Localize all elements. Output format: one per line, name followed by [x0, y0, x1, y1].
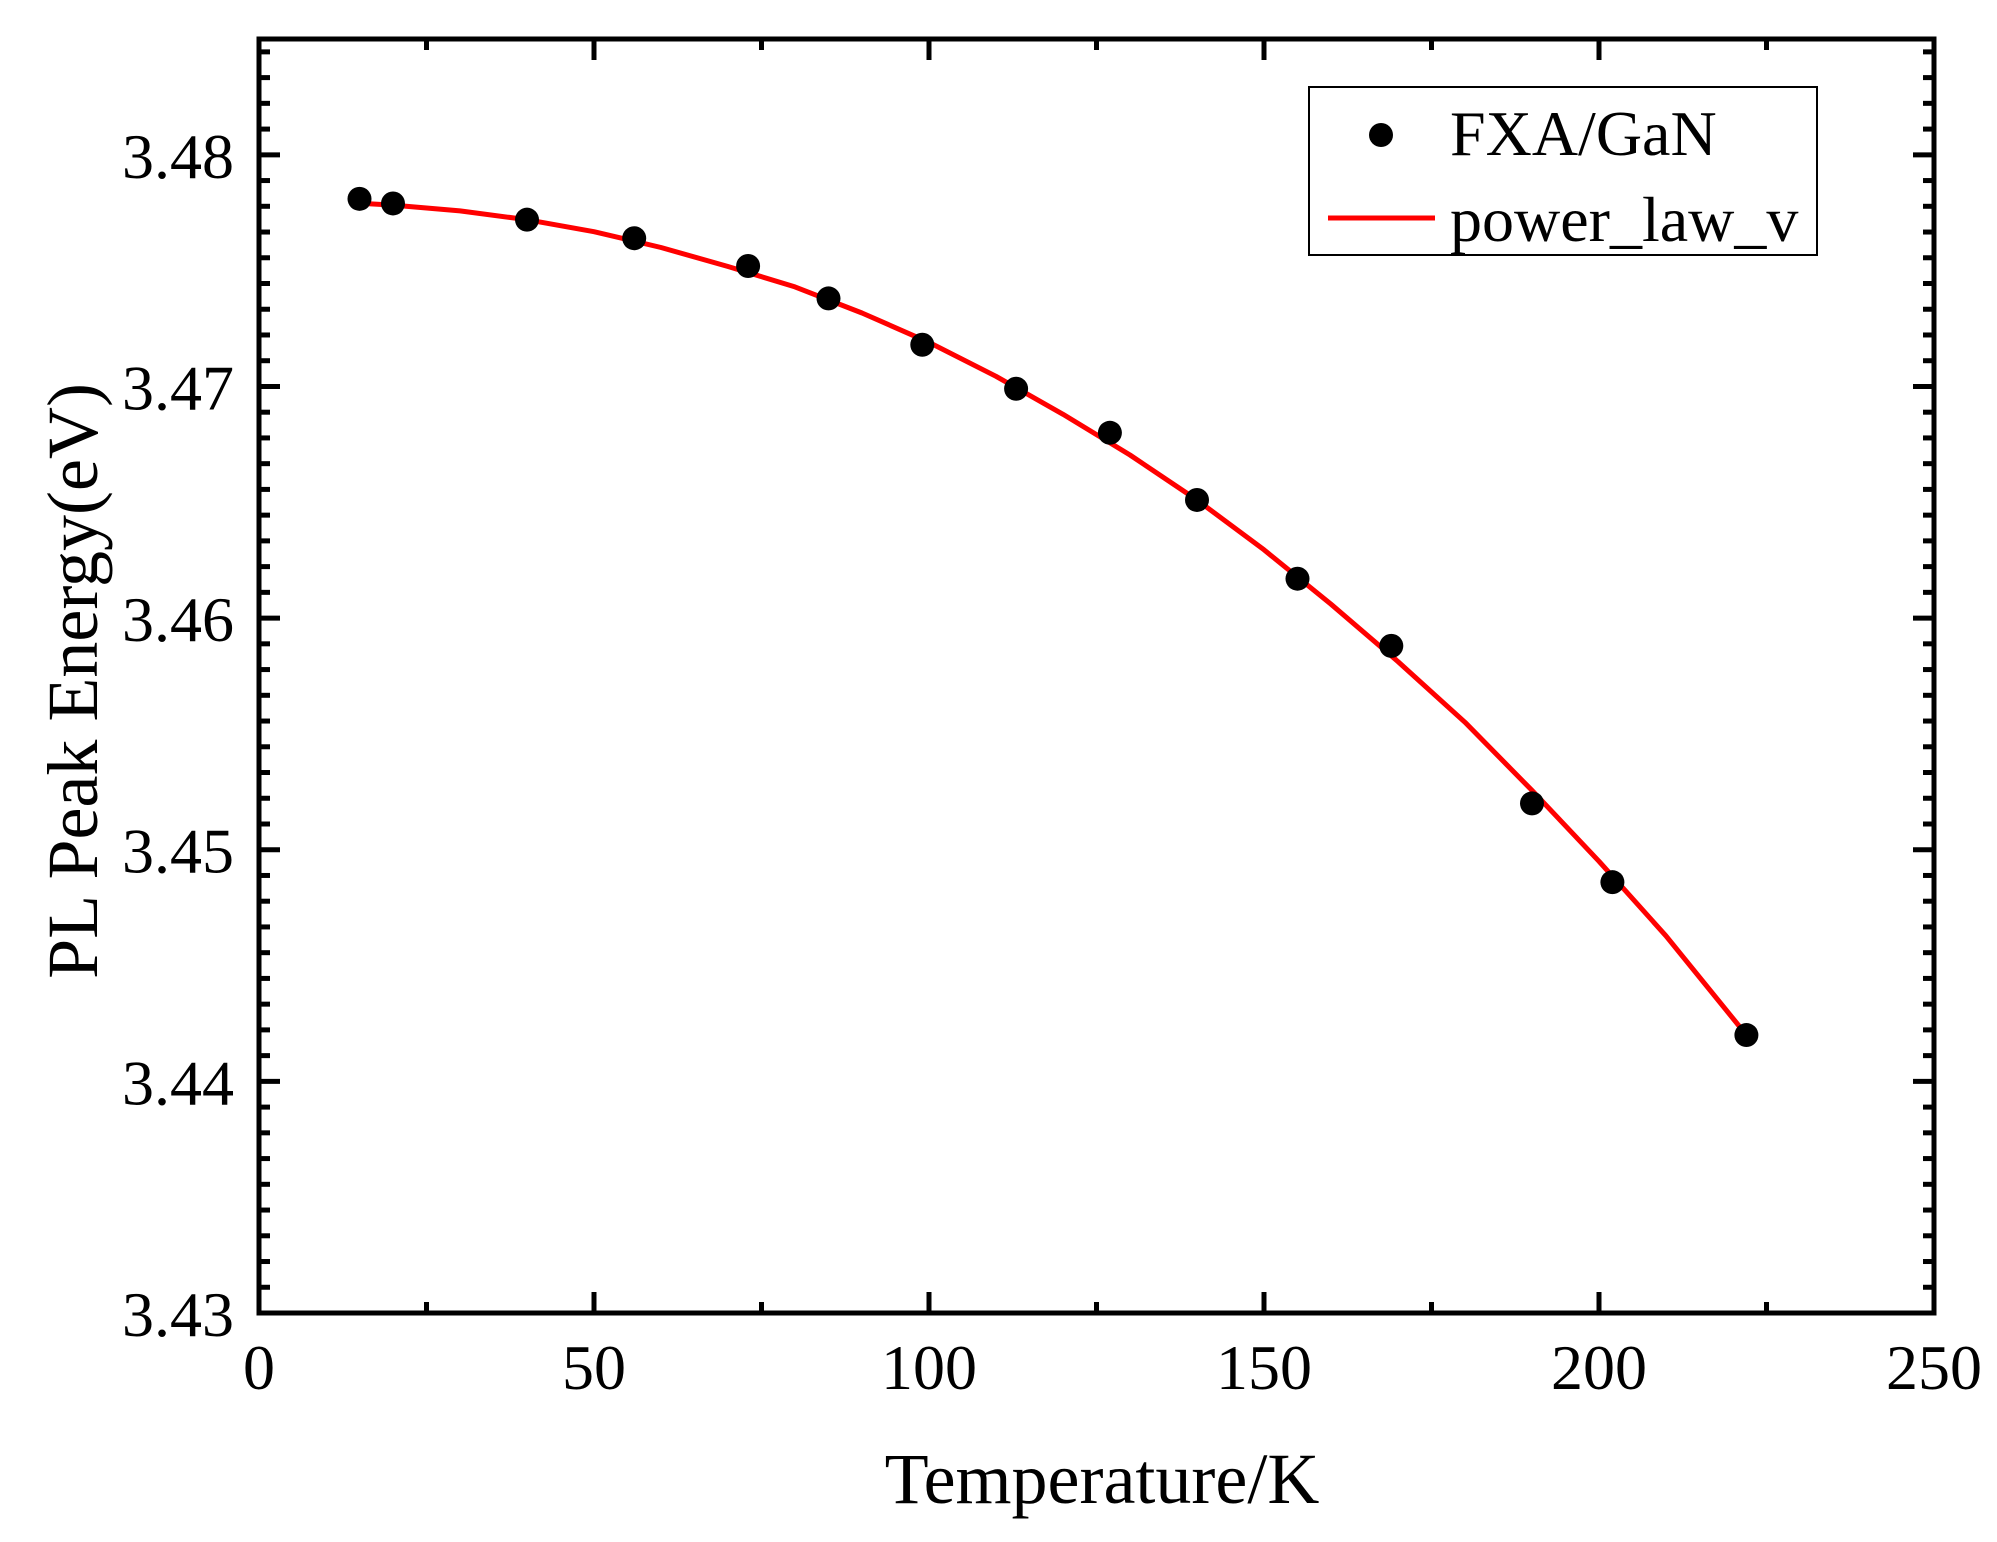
y-tick-label: 3.45	[122, 816, 234, 887]
data-point	[1734, 1023, 1759, 1048]
y-tick-label: 3.48	[122, 121, 234, 192]
data-point	[736, 254, 761, 279]
legend-label: power_law_v	[1450, 184, 1798, 255]
data-point	[1285, 566, 1310, 591]
fit-curve-power-law-v	[359, 200, 1749, 1037]
data-point	[622, 226, 647, 251]
y-tick-label: 3.44	[122, 1047, 234, 1118]
x-tick-labels: 0 50 100 150 200 250	[243, 1332, 1982, 1403]
data-point	[1520, 791, 1544, 816]
x-tick-label: 200	[1551, 1332, 1647, 1403]
legend-item-fxa-gan: FXA/GaN	[1369, 98, 1717, 169]
legend-label: FXA/GaN	[1450, 98, 1717, 169]
data-point	[347, 186, 372, 211]
data-point	[910, 332, 935, 357]
data-point	[381, 191, 405, 216]
x-tick-label: 0	[243, 1332, 275, 1403]
x-axis-title: Temperature/K	[885, 1439, 1320, 1519]
data-point	[1097, 420, 1122, 445]
axis-ticks	[256, 39, 1937, 1316]
data-point	[1185, 487, 1209, 512]
data-points-layer	[347, 186, 1759, 1048]
legend-item-power-law-v: power_law_v	[1328, 184, 1798, 255]
data-point	[816, 286, 841, 311]
y-axis-title: PL Peak Energy(eV)	[33, 383, 113, 979]
y-tick-label: 3.43	[122, 1279, 234, 1350]
data-point	[515, 207, 539, 232]
x-tick-label: 150	[1216, 1332, 1312, 1403]
data-point	[1379, 633, 1404, 658]
y-tick-labels: 3.43 3.44 3.45 3.46 3.47 3.48	[122, 121, 234, 1350]
x-tick-label: 100	[881, 1332, 977, 1403]
data-point	[1004, 376, 1029, 401]
fit-curve-layer	[359, 200, 1749, 1037]
y-tick-label: 3.47	[122, 352, 234, 423]
legend: FXA/GaN power_law_v	[1308, 86, 1818, 256]
y-tick-label: 3.46	[122, 584, 234, 655]
data-point	[1600, 870, 1625, 895]
x-tick-label: 50	[562, 1332, 626, 1403]
filled-circle-icon	[1369, 123, 1393, 147]
x-tick-label: 250	[1886, 1332, 1982, 1403]
legend-box	[1308, 86, 1818, 256]
